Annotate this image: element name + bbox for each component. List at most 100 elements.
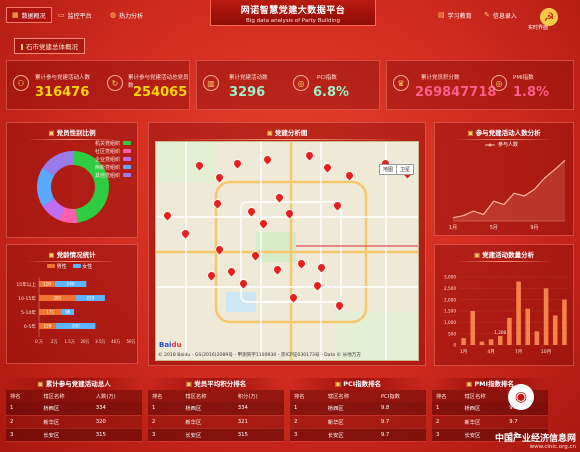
map-pin-icon[interactable] <box>312 280 323 291</box>
nav-realtime[interactable]: 实时界面 <box>528 25 549 31</box>
age-bar-segment <box>54 281 87 287</box>
nav-study[interactable]: ▤ 学习教育 <box>438 7 472 23</box>
gender-panel: ▣ 党员性别比例 机关党组织 社区党组织 企业党组织 两新党组织 其他党组织 <box>6 122 138 238</box>
map-pin-icon[interactable] <box>250 250 261 261</box>
x-tick-label: 40万 <box>111 339 120 344</box>
map-pin-icon[interactable] <box>262 154 273 165</box>
stats-panel-score: ♛ 累计党员积分数 269847718 ◎ PMI指数 1.8% <box>386 60 574 110</box>
monitor-icon: ▭ <box>58 11 65 19</box>
pie-slice <box>59 207 78 223</box>
table-row[interactable]: 2 新华区 9.7 <box>290 415 426 429</box>
map-pin-icon[interactable] <box>232 158 243 169</box>
map-type-map[interactable]: 地图 <box>380 165 397 174</box>
table-header-cell[interactable]: PCI指数 <box>376 390 426 402</box>
table-cell: 9.7 <box>376 428 426 442</box>
map-pin-icon[interactable] <box>316 262 327 273</box>
map-pin-icon[interactable] <box>296 258 307 269</box>
nav-data-overview[interactable]: ▦ 数据概况 <box>6 7 52 23</box>
table-cell: 新华区 <box>323 415 377 429</box>
table-cell: 2 <box>290 415 324 429</box>
table-header-cell[interactable]: 辖区名称 <box>39 390 92 402</box>
ranking-title-text: 党员平均积分排名 <box>194 380 247 388</box>
table-cell: 3 <box>432 428 461 442</box>
table-row[interactable]: 1 桥西区 334 <box>6 402 142 416</box>
map-pin-icon[interactable] <box>274 192 285 203</box>
legend-swatch <box>123 173 131 177</box>
table-row[interactable]: 3 长安区 9.7 <box>290 428 426 442</box>
table-header-cell[interactable]: 积分(万) <box>233 390 284 402</box>
map-pin-icon[interactable] <box>214 244 225 255</box>
map-pin-icon[interactable] <box>344 170 355 181</box>
table-header-cell[interactable]: 辖区名称 <box>323 390 377 402</box>
map-pin-icon[interactable] <box>212 198 223 209</box>
stat-value: 316476 <box>35 85 90 100</box>
stat-value: 1.8% <box>513 85 550 100</box>
map-type-satellite[interactable]: 卫星 <box>399 167 410 173</box>
table-header-cell[interactable]: 排名 <box>148 390 182 402</box>
nav-input[interactable]: ✎ 信息录入 <box>484 7 517 23</box>
table-header-cell[interactable]: 人数(万) <box>91 390 142 402</box>
map-pin-icon[interactable] <box>180 228 191 239</box>
x-tick-label: 9月 <box>530 225 538 231</box>
pie-legend-item: 机关党组织 <box>81 139 131 147</box>
heat-icon: ◍ <box>110 11 117 19</box>
table-cell: 桥西区 <box>460 402 506 416</box>
map-pin-icon[interactable] <box>194 160 205 171</box>
bar-data-label: 220 <box>86 296 94 301</box>
panel-title-text: 党员性别比例 <box>56 129 96 137</box>
map-pin-icon[interactable] <box>206 270 217 281</box>
map-pin-icon[interactable] <box>322 162 333 173</box>
map-pin-icon[interactable] <box>246 206 257 217</box>
city-map[interactable]: 地图 卫星 Baidu © 2018 Baidu - GS(2016)2089号… <box>155 141 419 361</box>
table-row[interactable]: 2 新华区 9.7 <box>432 415 548 429</box>
legend-swatch <box>123 149 131 153</box>
map-pin-icon[interactable] <box>162 210 173 221</box>
map-pin-icon[interactable] <box>332 200 343 211</box>
table-header-cell[interactable]: 排名 <box>432 390 461 402</box>
map-pin-icon[interactable] <box>272 264 283 275</box>
doc-icon: ▣ <box>465 380 475 388</box>
age-bar-segment <box>39 281 55 287</box>
map-pin-icon[interactable] <box>334 300 345 311</box>
map-pin-icon[interactable] <box>288 292 299 303</box>
table-header-cell[interactable]: 辖区名称 <box>181 390 234 402</box>
map-pin-icon[interactable] <box>284 208 295 219</box>
table-row[interactable]: 3 长安区 9.5 <box>432 428 548 442</box>
nav-monitor[interactable]: ▭ 监控平台 <box>58 7 92 23</box>
nav-heat[interactable]: ◍ 热力分析 <box>110 7 143 23</box>
pen-icon: ✎ <box>484 11 490 19</box>
legend-text: 企业党组织 <box>94 156 120 163</box>
map-pin-icon[interactable] <box>258 218 269 229</box>
panel-title: ▣ 党龄情况统计 <box>7 249 137 259</box>
doc-icon: ▣ <box>37 380 46 388</box>
y-tick-label: 2,000 <box>444 297 456 302</box>
map-type-switch[interactable]: 地图 卫星 <box>378 164 414 175</box>
table-header-cell[interactable]: 排名 <box>6 390 40 402</box>
panel-title: ▣ 参与党建活动人数分析 <box>435 127 573 137</box>
x-tick-label: 1月 <box>449 225 457 231</box>
table-row[interactable]: 2 新华区 321 <box>148 415 284 429</box>
table-cell: 2 <box>432 415 461 429</box>
table-row[interactable]: 1 桥西区 334 <box>148 402 284 416</box>
legend-text: 其他党组织 <box>94 172 120 179</box>
table-row[interactable]: 3 长安区 315 <box>6 428 142 442</box>
age-bar-segment <box>39 323 56 329</box>
table-cell: 320 <box>91 415 142 429</box>
nav-label: 数据概况 <box>21 12 46 20</box>
table-row[interactable]: 2 新华区 320 <box>6 415 142 429</box>
legend-text: 机关党组织 <box>94 140 120 147</box>
title-divider <box>27 139 117 140</box>
table-row[interactable]: 3 长安区 315 <box>148 428 284 442</box>
map-pin-icon[interactable] <box>304 150 315 161</box>
doc-icon: ▣ <box>266 129 273 137</box>
table-cell: 9.7 <box>505 415 548 429</box>
table-row[interactable]: 1 桥西区 9.8 <box>290 402 426 416</box>
pie-legend: 机关党组织 社区党组织 企业党组织 两新党组织 其他党组织 <box>81 139 131 179</box>
doc-icon: ▣ <box>334 380 344 388</box>
map-pin-icon[interactable] <box>214 172 225 183</box>
map-pin-icon[interactable] <box>226 266 237 277</box>
watermark-url: www.cinic.org.cn <box>529 444 576 450</box>
table-header-cell[interactable]: 辖区名称 <box>460 390 506 402</box>
map-pin-icon[interactable] <box>238 278 249 289</box>
table-header-cell[interactable]: 排名 <box>290 390 324 402</box>
